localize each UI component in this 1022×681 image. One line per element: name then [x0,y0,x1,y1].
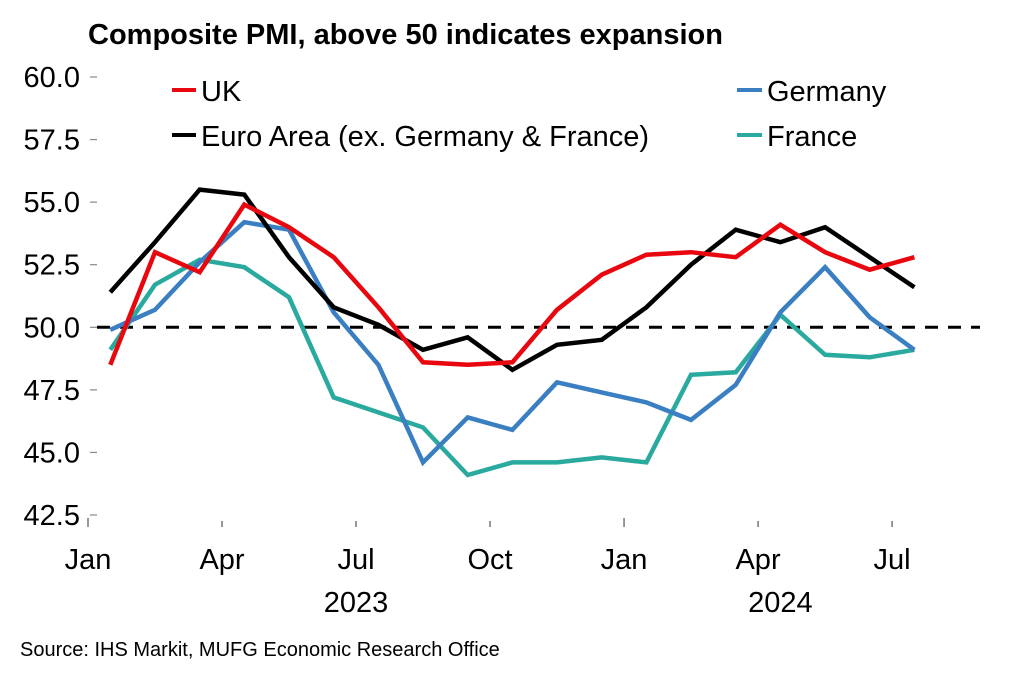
series-line-euro-area-ex-germany-france [108,187,916,373]
source-note: Source: IHS Markit, MUFG Economic Resear… [20,639,500,661]
legend-item-germany[interactable]: Germany [737,76,887,108]
series-line-germany [109,219,916,467]
x-tick-label: Oct [467,544,512,576]
x-tick-label: Jan [65,544,112,576]
legend-label-france: France [767,121,857,153]
series-layer [108,187,916,478]
y-tick-label: 60.0 [24,62,80,94]
y-tick-label: 57.5 [24,125,80,157]
x-axis: Jan Apr Jul Oct Jan Apr Jul 2023 2024 [65,518,911,619]
y-tick-label: 47.5 [24,375,80,407]
x-tick-label: Jul [874,544,911,576]
x-tick-label: Jan [601,544,648,576]
legend-label-germany: Germany [767,76,887,108]
series-line-uk [108,201,916,368]
legend-item-france[interactable]: France [737,121,857,153]
y-tick-label: 50.0 [24,312,80,344]
legend-label-euro-area: Euro Area (ex. Germany & France) [201,121,649,153]
legend-item-uk[interactable]: UK [172,76,242,108]
legend: UK Germany Euro Area (ex. Germany & Fran… [172,76,887,153]
legend-label-uk: UK [201,76,242,108]
x-year-label: 2024 [748,587,813,619]
y-tick-label: 52.5 [24,250,80,282]
y-axis: 60.0 57.5 55.0 52.5 50.0 47.5 45.0 42.5 [24,62,97,532]
x-tick-label: Jul [337,544,374,576]
x-tick-label: Apr [199,544,244,576]
chart-title: Composite PMI, above 50 indicates expans… [88,19,723,51]
y-tick-label: 55.0 [24,187,80,219]
legend-item-euro-area[interactable]: Euro Area (ex. Germany & France) [172,121,649,153]
y-tick-label: 42.5 [24,500,80,532]
x-tick-label: Apr [735,544,780,576]
x-year-label: 2023 [324,587,389,619]
y-tick-label: 45.0 [24,437,80,469]
